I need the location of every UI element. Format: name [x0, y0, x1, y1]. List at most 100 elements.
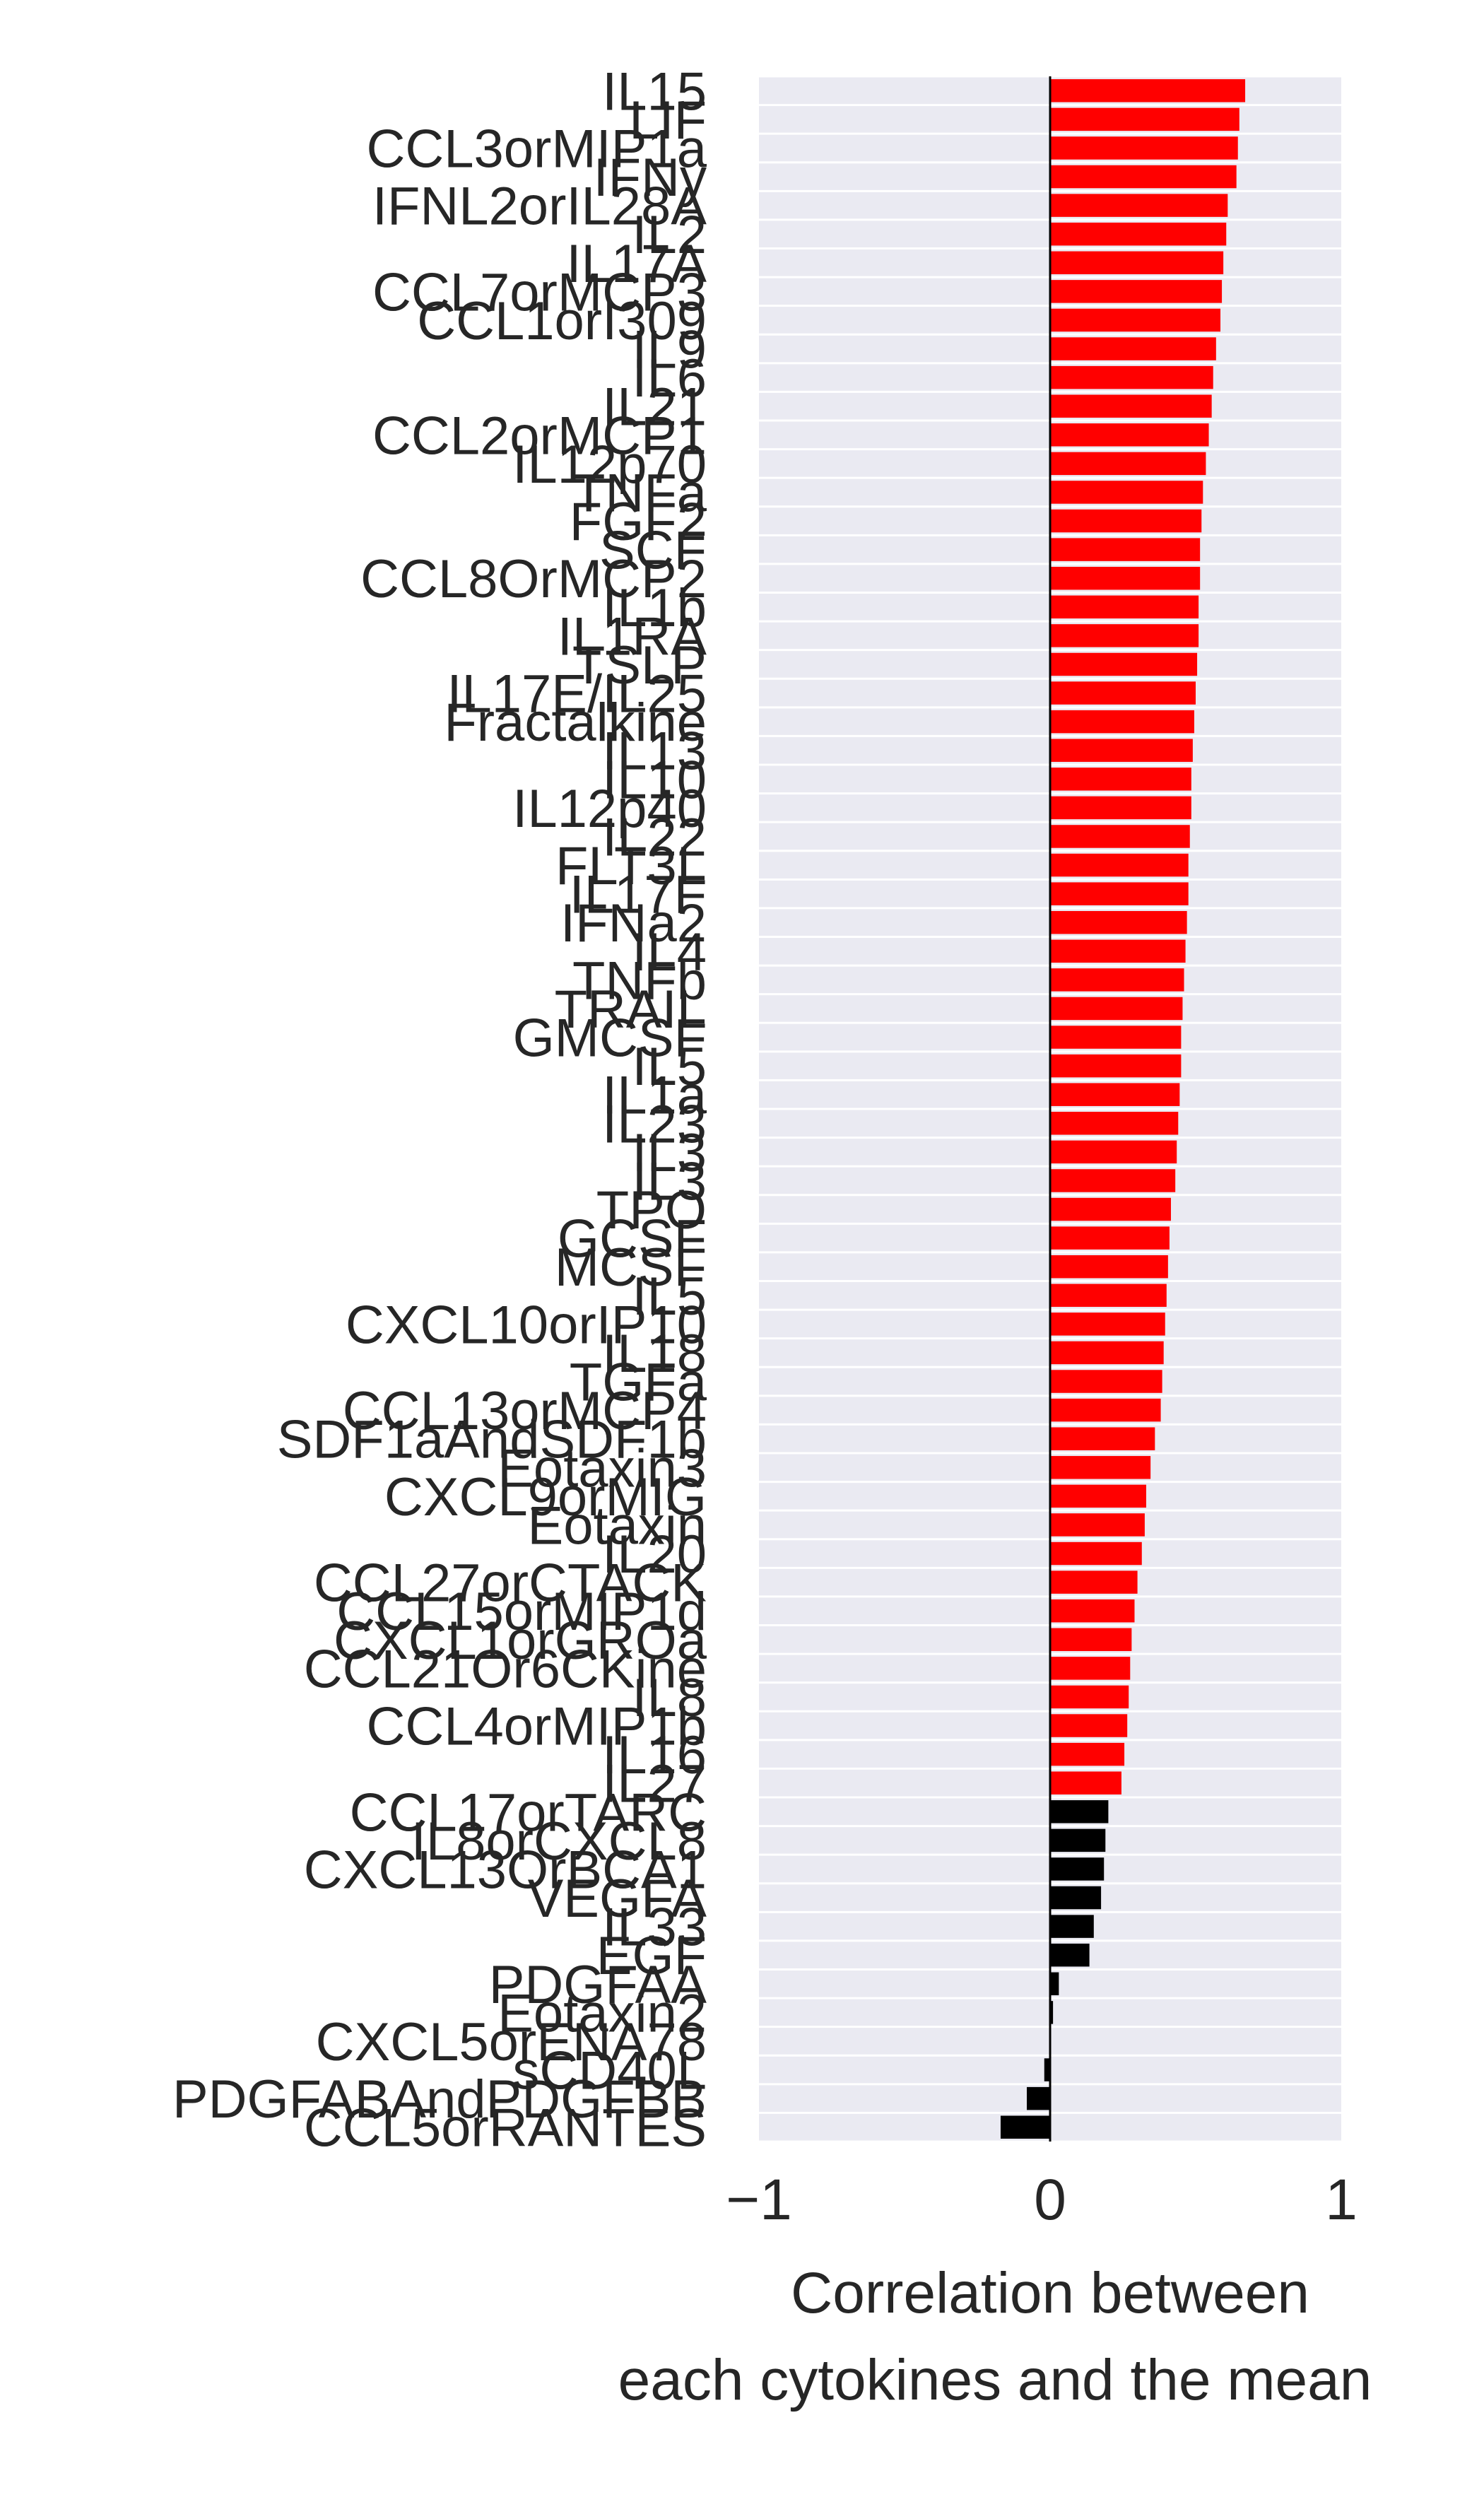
y-tick-label: CCL15orMIP1d — [336, 1582, 707, 1642]
bar — [1000, 2115, 1050, 2139]
y-tick-label: IL27 — [602, 1754, 707, 1814]
bar — [1050, 853, 1189, 877]
bar — [1050, 1255, 1168, 1279]
y-tick-label: IL3 — [632, 1151, 707, 1211]
y-tick-label: IL17E/IL25 — [447, 664, 707, 724]
bar — [1050, 1800, 1109, 1823]
y-tick-label: IL1RA — [558, 606, 707, 666]
y-tick-label: IL17A — [566, 234, 707, 294]
bar — [1050, 825, 1190, 848]
y-tick-labels: IL15LIFCCL3orMIP1aIFNyIFNL2orIL28AIL2IL1… — [172, 61, 707, 2158]
bar — [1050, 1456, 1151, 1479]
bar — [1050, 997, 1183, 1021]
bar — [1050, 739, 1193, 762]
bar — [1050, 2001, 1054, 2024]
bar — [1050, 509, 1202, 533]
bar — [1050, 1226, 1170, 1250]
bar — [1050, 1083, 1180, 1106]
x-tick-label: 0 — [1034, 2168, 1066, 2232]
bar — [1050, 1112, 1179, 1135]
y-tick-label: SDF1aAndSDF1b — [277, 1410, 707, 1470]
y-tick-label: PDGFABAndPDGFBB — [172, 2069, 707, 2130]
bar — [1050, 624, 1199, 647]
y-tick-label: IL16 — [602, 1725, 707, 1785]
bar — [1050, 882, 1189, 905]
y-tick-label: IFNa2 — [560, 893, 707, 953]
y-tick-label: CCL27orCTACK — [314, 1554, 707, 1614]
y-tick-label: CXCL10orIP10 — [346, 1295, 707, 1355]
bar — [1050, 1054, 1182, 1078]
y-tick-label: CCL3orMIP1a — [366, 119, 707, 179]
y-tick-label: IL21 — [602, 377, 707, 437]
bar — [1044, 2058, 1050, 2081]
y-tick-label: VEGFA — [528, 1869, 707, 1929]
bar — [1050, 251, 1224, 275]
y-tick-label: Eotaxin3 — [497, 1438, 707, 1498]
y-tick-label: IL20 — [602, 1525, 707, 1585]
y-tick-label: Eotaxin — [528, 1496, 707, 1556]
x-tick-labels: −1 0 1 — [726, 2168, 1358, 2232]
y-tick-label: FLT3L — [555, 836, 707, 896]
bar — [1050, 1398, 1161, 1422]
y-tick-label: CCL2orMCP1 — [372, 406, 707, 466]
y-tick-label: IL4 — [632, 922, 707, 982]
y-tick-label: CCL5orRANTES — [304, 2098, 707, 2159]
y-tick-label: IL10 — [602, 750, 707, 810]
y-tick-label: IL23 — [602, 1094, 707, 1154]
bar — [1050, 1714, 1128, 1737]
bar — [1050, 1685, 1129, 1709]
y-tick-label: IL6 — [632, 348, 707, 409]
bar — [1050, 107, 1239, 131]
bar — [1050, 165, 1237, 189]
bar — [1050, 481, 1203, 504]
bar — [1050, 796, 1191, 820]
y-tick-label: Fractalkine — [444, 693, 707, 753]
bar — [1050, 968, 1184, 992]
y-tick-label: IL22 — [602, 807, 707, 867]
bar — [1050, 1513, 1145, 1537]
y-tick-label: IL33 — [602, 1898, 707, 1958]
bar — [1050, 910, 1187, 934]
y-tick-label: TSLP — [572, 635, 707, 695]
y-tick-label: LIF — [629, 90, 707, 151]
bar — [1050, 222, 1227, 246]
x-tick-label: 1 — [1325, 2168, 1358, 2232]
y-tick-label: CCL1orI309 — [417, 291, 707, 351]
y-tick-label: EGF — [596, 1926, 707, 1986]
bar — [1050, 595, 1199, 619]
y-tick-label: SCF — [599, 521, 707, 581]
x-tick-label: −1 — [726, 2168, 792, 2232]
bar — [1050, 1541, 1142, 1566]
bar — [1050, 79, 1246, 102]
y-tick-label: FGF2 — [570, 492, 707, 552]
bar — [1050, 1484, 1146, 1508]
bar — [1050, 136, 1238, 160]
y-tick-label: CCL13orMCP4 — [343, 1381, 707, 1441]
y-tick-label: IL3 — [632, 1123, 707, 1183]
bar — [1050, 652, 1198, 676]
y-tick-label: TPO — [596, 1180, 707, 1240]
y-tick-label: CXCL5orENA78 — [316, 2012, 707, 2072]
y-tick-label: CCL17orTARC — [350, 1782, 707, 1843]
y-tick-label: IL17F — [570, 865, 707, 925]
x-axis-title-line2: each cytokines and the mean — [618, 2348, 1372, 2412]
y-tick-label: MCSF — [555, 1238, 707, 1298]
bar — [1050, 280, 1223, 303]
bar — [1050, 566, 1201, 590]
bar — [1050, 1312, 1165, 1336]
y-tick-label: IL12p40 — [512, 779, 707, 839]
y-tick-label: IL1b — [602, 578, 707, 638]
bar — [1050, 1828, 1106, 1852]
y-tick-label: CXCL9orMIG — [384, 1467, 707, 1527]
y-tick-label: IFNL2orIL28A — [372, 177, 707, 237]
y-tick-label: TNFa — [572, 463, 707, 523]
y-tick-label: GMCSF — [513, 1009, 707, 1069]
y-tick-label: TGFa — [570, 1353, 707, 1413]
bar — [1050, 1771, 1121, 1795]
bar — [1050, 1972, 1059, 1996]
y-tick-label: CCL21Or6CKine — [304, 1639, 707, 1699]
bar — [1050, 1169, 1176, 1192]
bar — [1050, 1886, 1102, 1910]
bar — [1050, 768, 1191, 791]
